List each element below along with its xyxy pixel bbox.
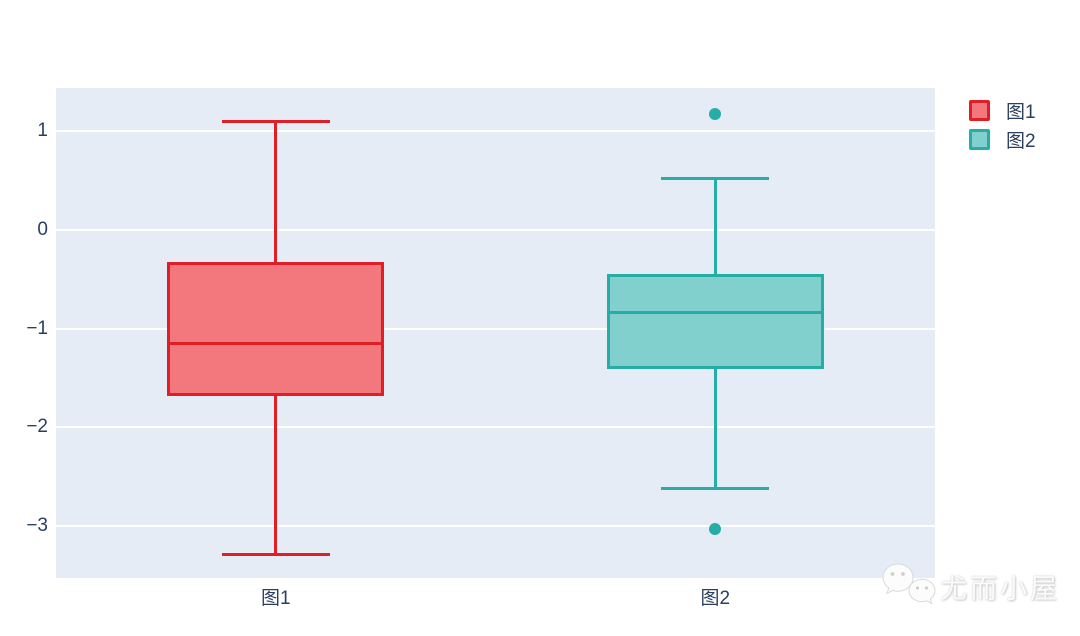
box-series2[interactable] <box>606 274 824 369</box>
y-tick-label: −1 <box>26 317 48 339</box>
y-gridline <box>56 426 935 429</box>
y-gridline <box>56 327 935 330</box>
outlier-point-series2[interactable] <box>709 522 722 535</box>
legend-swatch-series2 <box>969 129 990 150</box>
x-tick-label-series2: 图2 <box>700 588 731 609</box>
legend-swatch-series1 <box>969 100 990 121</box>
outlier-point-series2[interactable] <box>709 107 722 120</box>
y-tick-label: −2 <box>26 416 48 438</box>
legend-item-series1[interactable]: 图1 <box>969 96 1036 125</box>
median-series2 <box>606 311 824 315</box>
legend: 图1 图2 <box>969 96 1036 154</box>
y-tick-label: 0 <box>37 218 48 240</box>
x-tick-label-series1: 图1 <box>260 588 291 609</box>
y-gridline <box>56 130 935 133</box>
legend-label-series1: 图1 <box>1006 102 1036 123</box>
box-series1[interactable] <box>167 261 385 396</box>
whisker-cap-high-series1 <box>221 120 330 124</box>
y-tick-label: 1 <box>37 120 48 142</box>
whisker-cap-low-series1 <box>221 552 330 556</box>
median-series1 <box>167 341 385 345</box>
y-tick-label: −3 <box>26 514 48 536</box>
y-gridline <box>56 228 935 231</box>
legend-item-series2[interactable]: 图2 <box>969 125 1036 154</box>
whisker-cap-low-series2 <box>661 486 770 490</box>
legend-label-series2: 图2 <box>1006 131 1036 152</box>
whisker-cap-high-series2 <box>661 177 770 181</box>
y-gridline <box>56 524 935 527</box>
